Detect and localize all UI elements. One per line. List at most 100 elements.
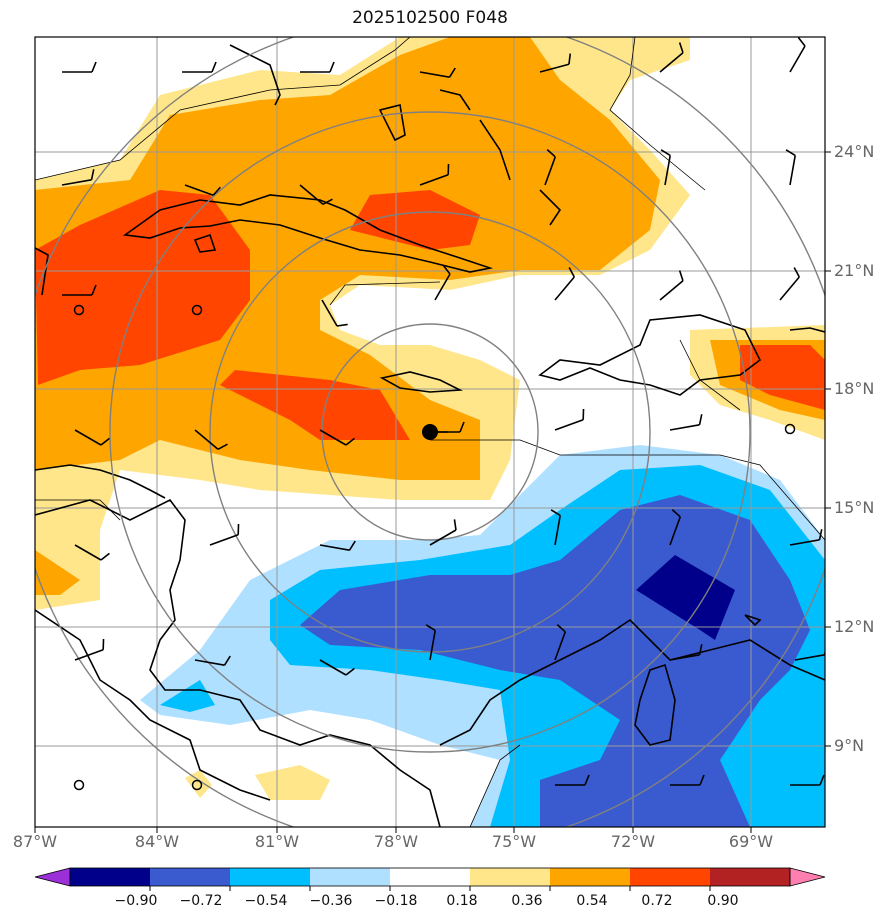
- colorbar-tick: −0.18: [374, 893, 418, 909]
- central-america-pacific: [35, 609, 271, 801]
- jamaica-outline: [379, 371, 463, 393]
- colorbar-segment: [390, 868, 471, 886]
- wind-barb: [425, 624, 436, 661]
- wind-barb: [669, 414, 703, 431]
- wind-barb: [539, 53, 572, 73]
- map-frame: [34, 36, 826, 828]
- wind-barb: [669, 644, 703, 661]
- colorbar-segment: [310, 868, 391, 886]
- wind-barb: [319, 429, 355, 446]
- wind-barb: [419, 67, 456, 78]
- colorbar-tick: −0.90: [114, 893, 158, 909]
- wind-barb: [61, 169, 95, 186]
- map-title: 2025102500 F048: [352, 8, 508, 28]
- gulf-coast-west: [35, 247, 49, 296]
- calm-circle: [73, 304, 85, 316]
- calm-circle: [784, 423, 796, 435]
- wind-barb: [74, 638, 105, 661]
- range-rings: [35, 37, 825, 827]
- colorbar-extend-max: [789, 867, 826, 887]
- lon-label-69w: 69°W: [728, 832, 774, 851]
- wind-barb: [659, 270, 684, 301]
- calm-circle: [191, 304, 203, 316]
- wind-barb: [550, 509, 561, 546]
- colorbar-tick: −0.36: [309, 893, 353, 909]
- wind-barb: [659, 42, 684, 73]
- contour-pos-072-b: [220, 370, 410, 440]
- hispaniola-outline: [538, 314, 762, 396]
- contour-neg-072: [636, 555, 735, 640]
- contour-pos-036-spot2: [185, 770, 212, 798]
- contour-pos-072-east: [740, 345, 825, 410]
- wind-barb: [660, 149, 671, 186]
- bahamas-2: [439, 89, 471, 111]
- colorbar-segment: [630, 868, 711, 886]
- colorbar-tick: −0.54: [244, 893, 288, 909]
- shaded-field: [35, 37, 825, 827]
- wind-barb: [779, 267, 800, 301]
- calm-circle: [73, 779, 85, 791]
- lon-label-72w: 72°W: [610, 832, 656, 851]
- wind-barb: [544, 149, 557, 186]
- wind-barb: [184, 184, 221, 197]
- wind-barb: [785, 149, 796, 186]
- wind-barb: [790, 774, 825, 786]
- wind-barb: [554, 267, 575, 301]
- lon-label-78w: 78°W: [373, 832, 419, 851]
- wind-barb: [554, 408, 585, 431]
- cuba-outline: [122, 194, 494, 273]
- colorbar-segment: [230, 868, 311, 886]
- range-ring-2: [209, 211, 651, 653]
- calm-circle: [191, 779, 203, 791]
- lat-label-15n: 15°N: [834, 498, 875, 517]
- central-america-coast: [35, 498, 441, 827]
- colorbar-tick: 0.36: [511, 893, 543, 909]
- lat-label-18n: 18°N: [834, 379, 875, 398]
- colorbar-tick: −0.72: [179, 893, 223, 909]
- wind-barb: [789, 37, 806, 73]
- wind-barb: [74, 429, 110, 446]
- wind-barb: [194, 655, 231, 666]
- isla-juventud: [193, 233, 217, 253]
- wind-barb: [62, 61, 97, 73]
- bahamas-3: [479, 119, 511, 181]
- wind-barb: [194, 429, 228, 450]
- colorbar-segment: [550, 868, 631, 886]
- colorbar-extend-min: [34, 867, 71, 887]
- wind-barb: [434, 265, 451, 301]
- colorbar-frame: [69, 867, 791, 887]
- colorbar: [34, 867, 826, 891]
- wind-barb: [554, 624, 567, 661]
- wind-barbs: [61, 37, 825, 786]
- colorbar-tick: 0.72: [641, 893, 673, 909]
- wind-barb: [429, 519, 457, 546]
- wind-barb: [209, 523, 240, 546]
- wind-barb: [74, 544, 110, 561]
- lon-label-87w: 87°W: [12, 832, 58, 851]
- florida-outline: [229, 44, 281, 106]
- lat-label-21n: 21°N: [834, 261, 875, 280]
- contour-pos-072-c: [350, 190, 480, 250]
- calm-circles: [73, 304, 796, 791]
- wind-barb: [789, 529, 823, 546]
- colorbar-segment: [70, 868, 151, 886]
- wind-barb: [319, 540, 356, 551]
- venezuela-lake: [634, 663, 676, 746]
- wind-barb: [319, 659, 355, 676]
- colorbar-segment: [150, 868, 231, 886]
- wind-barb: [555, 774, 590, 786]
- eez-boundaries: [35, 37, 825, 827]
- puerto-rico-outline: [789, 327, 825, 333]
- bahamas-1: [378, 104, 406, 142]
- range-ring-3: [109, 111, 751, 753]
- lat-label-12n: 12°N: [834, 617, 875, 636]
- lat-label-9n: 9°N: [834, 736, 865, 755]
- colorbar-tick: 0.54: [576, 893, 608, 909]
- small-island-east: [744, 614, 762, 627]
- wind-barb: [62, 284, 97, 296]
- wind-barb: [300, 61, 335, 73]
- lon-label-81w: 81°W: [254, 832, 300, 851]
- coastlines: [35, 44, 825, 827]
